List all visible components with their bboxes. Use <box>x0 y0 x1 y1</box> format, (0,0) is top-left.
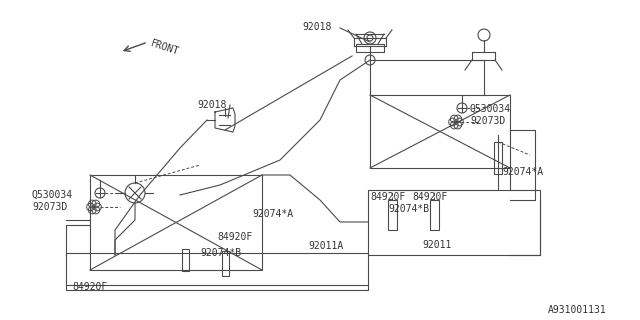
Text: 84920F: 84920F <box>370 192 405 202</box>
Text: 92073D: 92073D <box>470 116 505 126</box>
Text: 84920F: 84920F <box>72 282 108 292</box>
Bar <box>66 253 368 290</box>
Text: Q530034: Q530034 <box>32 190 73 200</box>
Text: A931001131: A931001131 <box>548 305 607 315</box>
Text: 92011A: 92011A <box>308 241 343 251</box>
Text: 92018: 92018 <box>302 22 332 32</box>
Text: 84920F: 84920F <box>412 192 447 202</box>
Bar <box>429 200 438 230</box>
Text: 92073D: 92073D <box>32 202 67 212</box>
Text: 84920F: 84920F <box>217 232 252 242</box>
Text: 92074*B: 92074*B <box>200 248 241 258</box>
Text: 92074*A: 92074*A <box>252 209 293 219</box>
Bar <box>494 142 502 174</box>
Bar <box>221 251 228 276</box>
Bar <box>387 200 397 230</box>
Bar <box>370 95 510 168</box>
Bar <box>182 249 189 271</box>
Bar <box>368 190 540 255</box>
Bar <box>356 44 384 52</box>
Text: 92011: 92011 <box>422 240 451 250</box>
Text: 92074*A: 92074*A <box>502 167 543 177</box>
Text: 92018: 92018 <box>197 100 227 110</box>
Text: Q530034: Q530034 <box>470 104 511 114</box>
Bar <box>90 175 262 270</box>
Text: FRONT: FRONT <box>149 38 180 57</box>
Text: 92074*B: 92074*B <box>388 204 429 214</box>
